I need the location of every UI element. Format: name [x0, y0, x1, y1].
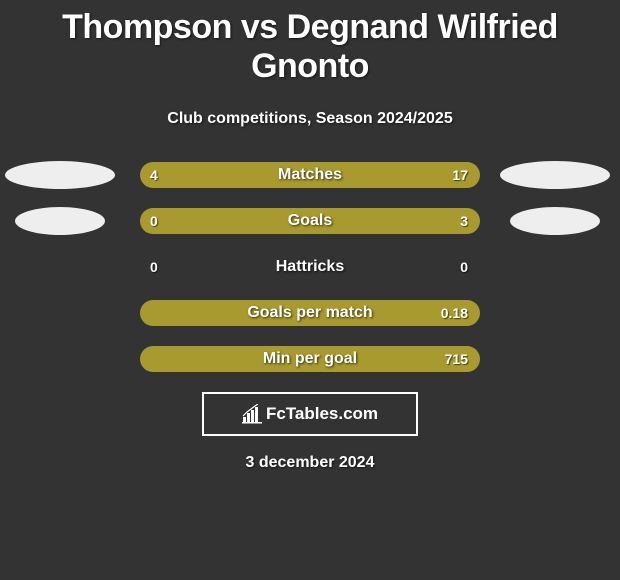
stat-label: Hattricks	[140, 254, 480, 280]
brand-text-rest: Tables.com	[286, 404, 378, 423]
brand-text: FcTables.com	[266, 404, 378, 424]
stat-rows: 417Matches 03Goals 00Hattricks 0.18Goals pe…	[0, 162, 620, 372]
stat-label: Matches	[140, 162, 480, 188]
comparison-infographic: Thompson vs Degnand Wilfried Gnonto Club…	[0, 0, 620, 580]
stat-row: 00Hattricks	[0, 254, 620, 280]
stat-row: 417Matches	[0, 162, 620, 188]
stat-row: 715Min per goal	[0, 346, 620, 372]
stat-row: 0.18Goals per match	[0, 300, 620, 326]
stat-row: 03Goals	[0, 208, 620, 234]
stat-label: Goals per match	[140, 300, 480, 326]
team-indicator-left	[15, 207, 105, 235]
stat-label: Min per goal	[140, 346, 480, 372]
bar-chart-icon	[242, 404, 264, 424]
stat-label: Goals	[140, 208, 480, 234]
team-indicator-left	[5, 161, 115, 189]
team-indicator-right	[500, 161, 610, 189]
generation-date: 3 december 2024	[0, 454, 620, 472]
brand-text-fc: Fc	[266, 404, 286, 423]
page-subtitle: Club competitions, Season 2024/2025	[0, 110, 620, 128]
brand-badge: FcTables.com	[202, 392, 418, 436]
team-indicator-right	[510, 207, 600, 235]
page-title: Thompson vs Degnand Wilfried Gnonto	[0, 8, 620, 86]
